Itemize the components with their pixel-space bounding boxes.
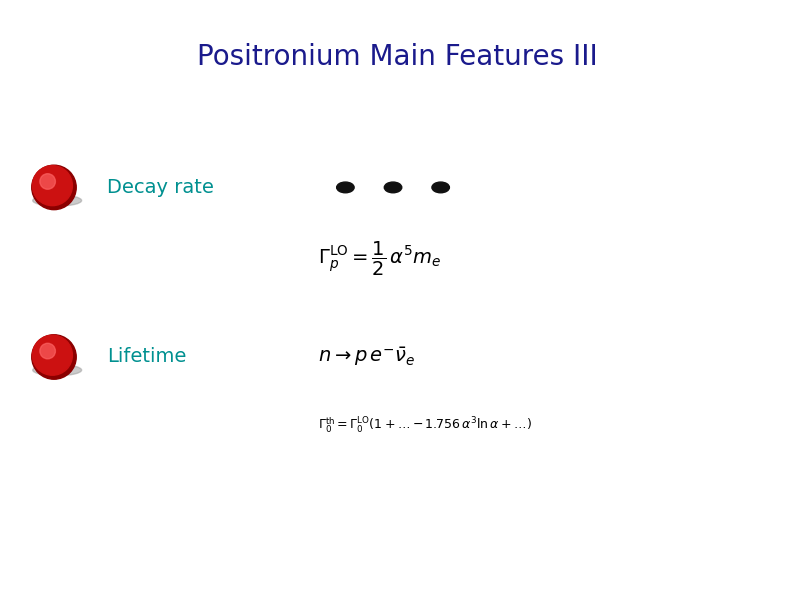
- Text: Lifetime: Lifetime: [107, 347, 187, 367]
- Ellipse shape: [33, 365, 82, 375]
- Text: Decay rate: Decay rate: [107, 178, 214, 197]
- Text: $n \rightarrow p\, e^{-}\bar{\nu}_e$: $n \rightarrow p\, e^{-}\bar{\nu}_e$: [318, 346, 415, 368]
- Ellipse shape: [33, 165, 72, 206]
- Ellipse shape: [337, 182, 354, 193]
- Text: $\Gamma_p^{\mathrm{LO}} = \dfrac{1}{2}\,\alpha^5 m_e$: $\Gamma_p^{\mathrm{LO}} = \dfrac{1}{2}\,…: [318, 240, 441, 278]
- Ellipse shape: [32, 335, 76, 379]
- Text: Positronium Main Features III: Positronium Main Features III: [197, 42, 597, 71]
- Ellipse shape: [33, 335, 72, 375]
- Ellipse shape: [384, 182, 402, 193]
- Ellipse shape: [40, 343, 56, 359]
- Ellipse shape: [40, 174, 56, 189]
- Ellipse shape: [32, 165, 76, 209]
- Ellipse shape: [33, 195, 82, 206]
- Ellipse shape: [432, 182, 449, 193]
- Text: $\Gamma_0^{\mathrm{th}} = \Gamma_0^{\mathrm{LO}}(1+\ldots-1.756\,\alpha^3\ln\alp: $\Gamma_0^{\mathrm{th}} = \Gamma_0^{\mat…: [318, 416, 531, 435]
